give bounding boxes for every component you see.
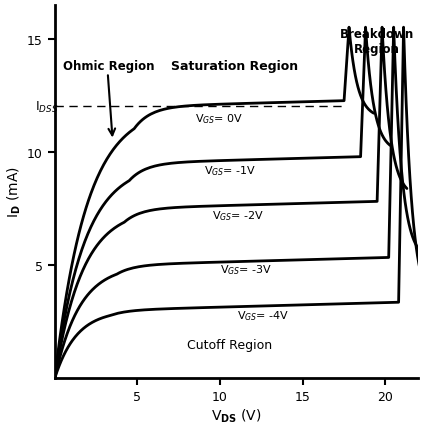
Text: Cutoff Region: Cutoff Region (187, 338, 272, 351)
Text: I$_{DSS}$: I$_{DSS}$ (35, 100, 59, 115)
Text: V$_{GS}$= -1V: V$_{GS}$= -1V (204, 163, 256, 177)
Text: V$_{GS}$= -4V: V$_{GS}$= -4V (237, 308, 289, 322)
Text: Breakdown
Region: Breakdown Region (340, 28, 414, 56)
Text: Saturation Region: Saturation Region (170, 60, 298, 73)
X-axis label: V$_{\mathbf{DS}}$ (V): V$_{\mathbf{DS}}$ (V) (211, 407, 262, 424)
Text: V$_{GS}$= -2V: V$_{GS}$= -2V (212, 209, 264, 222)
Y-axis label: I$_{\mathbf{D}}$ (mA): I$_{\mathbf{D}}$ (mA) (6, 166, 23, 218)
Text: Ohmic Region: Ohmic Region (63, 60, 155, 73)
Text: V$_{GS}$= -3V: V$_{GS}$= -3V (220, 263, 272, 276)
Text: V$_{GS}$= 0V: V$_{GS}$= 0V (195, 111, 244, 126)
